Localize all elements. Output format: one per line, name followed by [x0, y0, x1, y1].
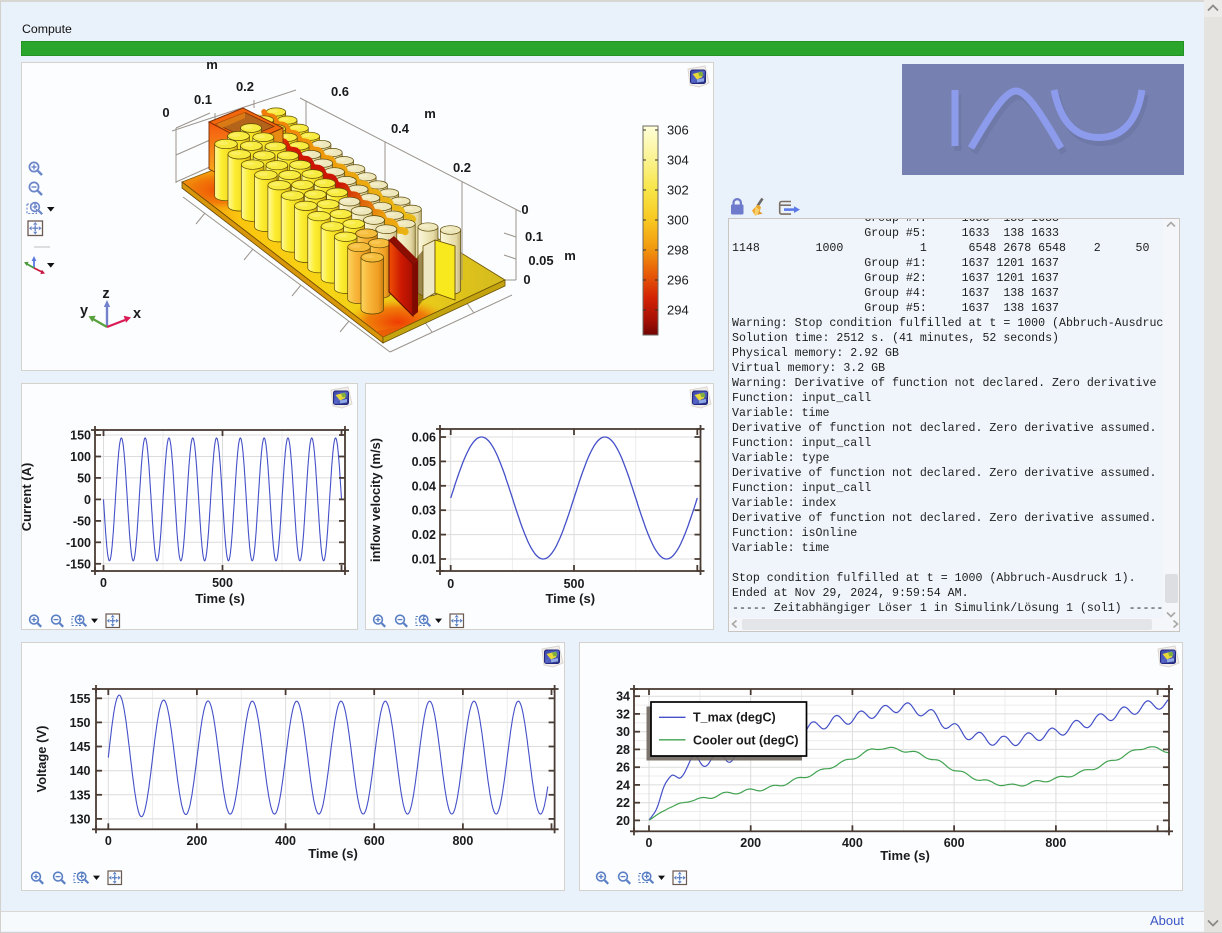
- svg-text:Time (s): Time (s): [195, 591, 245, 606]
- svg-text:m: m: [564, 248, 576, 263]
- svg-text:22: 22: [616, 796, 630, 810]
- svg-text:200: 200: [740, 836, 761, 850]
- svg-text:150: 150: [70, 716, 91, 730]
- svg-text:0: 0: [100, 576, 107, 590]
- svg-text:500: 500: [212, 576, 233, 590]
- svg-text:600: 600: [364, 834, 385, 848]
- svg-text:600: 600: [944, 836, 965, 850]
- svg-text:x: x: [133, 306, 141, 322]
- svg-text:306: 306: [667, 123, 689, 138]
- svg-text:z: z: [102, 286, 109, 302]
- svg-text:400: 400: [842, 836, 863, 850]
- svg-text:800: 800: [1045, 836, 1066, 850]
- svg-text:302: 302: [667, 183, 689, 198]
- svg-text:140: 140: [70, 764, 91, 778]
- svg-text:150: 150: [70, 429, 91, 443]
- svg-text:30: 30: [616, 725, 630, 739]
- svg-text:200: 200: [187, 834, 208, 848]
- svg-text:0: 0: [646, 836, 653, 850]
- svg-text:32: 32: [616, 707, 630, 721]
- svg-text:0.1: 0.1: [194, 92, 212, 107]
- svg-text:Current (A): Current (A): [21, 463, 34, 532]
- svg-text:0.2: 0.2: [236, 79, 254, 94]
- svg-text:m: m: [424, 106, 436, 121]
- svg-text:0.2: 0.2: [453, 160, 471, 175]
- svg-text:0: 0: [162, 105, 169, 120]
- svg-text:298: 298: [667, 243, 689, 258]
- svg-text:26: 26: [616, 761, 630, 775]
- svg-text:0.01: 0.01: [412, 553, 436, 567]
- svg-text:0: 0: [105, 834, 112, 848]
- svg-text:300: 300: [667, 213, 689, 228]
- svg-text:inflow velocity (m/s): inflow velocity (m/s): [368, 438, 383, 562]
- svg-text:0: 0: [523, 272, 530, 287]
- svg-text:Cooler out (degC): Cooler out (degC): [693, 734, 799, 748]
- svg-text:100: 100: [70, 450, 91, 464]
- svg-text:500: 500: [564, 577, 585, 591]
- svg-text:0.06: 0.06: [412, 431, 436, 445]
- svg-text:-50: -50: [73, 514, 91, 528]
- svg-text:Time (s): Time (s): [880, 848, 930, 863]
- svg-text:800: 800: [452, 834, 473, 848]
- svg-text:-100: -100: [66, 536, 91, 550]
- svg-text:0.05: 0.05: [528, 253, 553, 268]
- svg-text:m: m: [206, 62, 218, 72]
- svg-text:0.03: 0.03: [412, 504, 436, 518]
- svg-text:296: 296: [667, 273, 689, 288]
- svg-text:-150: -150: [66, 557, 91, 571]
- svg-text:20: 20: [616, 814, 630, 828]
- svg-text:135: 135: [70, 788, 91, 802]
- svg-text:Time (s): Time (s): [308, 846, 358, 861]
- svg-text:24: 24: [616, 778, 630, 792]
- svg-text:0.1: 0.1: [525, 229, 543, 244]
- svg-text:Voltage (V): Voltage (V): [34, 726, 49, 793]
- svg-text:0: 0: [84, 493, 91, 507]
- svg-text:0: 0: [521, 202, 528, 217]
- svg-text:y: y: [80, 303, 88, 319]
- svg-text:0.6: 0.6: [331, 84, 349, 99]
- svg-text:0.02: 0.02: [412, 528, 436, 542]
- svg-text:50: 50: [77, 471, 91, 485]
- svg-text:0.04: 0.04: [412, 479, 436, 493]
- svg-text:0.05: 0.05: [412, 455, 436, 469]
- svg-text:Time (s): Time (s): [545, 591, 595, 606]
- svg-text:28: 28: [616, 743, 630, 757]
- svg-text:145: 145: [70, 740, 91, 754]
- svg-text:0.4: 0.4: [391, 121, 410, 136]
- svg-text:0: 0: [447, 577, 454, 591]
- svg-text:T_max (degC): T_max (degC): [693, 711, 776, 725]
- svg-text:304: 304: [667, 153, 689, 168]
- svg-text:34: 34: [616, 690, 630, 704]
- svg-text:130: 130: [70, 812, 91, 826]
- svg-text:400: 400: [275, 834, 296, 848]
- svg-text:294: 294: [667, 303, 689, 318]
- svg-text:155: 155: [70, 692, 91, 706]
